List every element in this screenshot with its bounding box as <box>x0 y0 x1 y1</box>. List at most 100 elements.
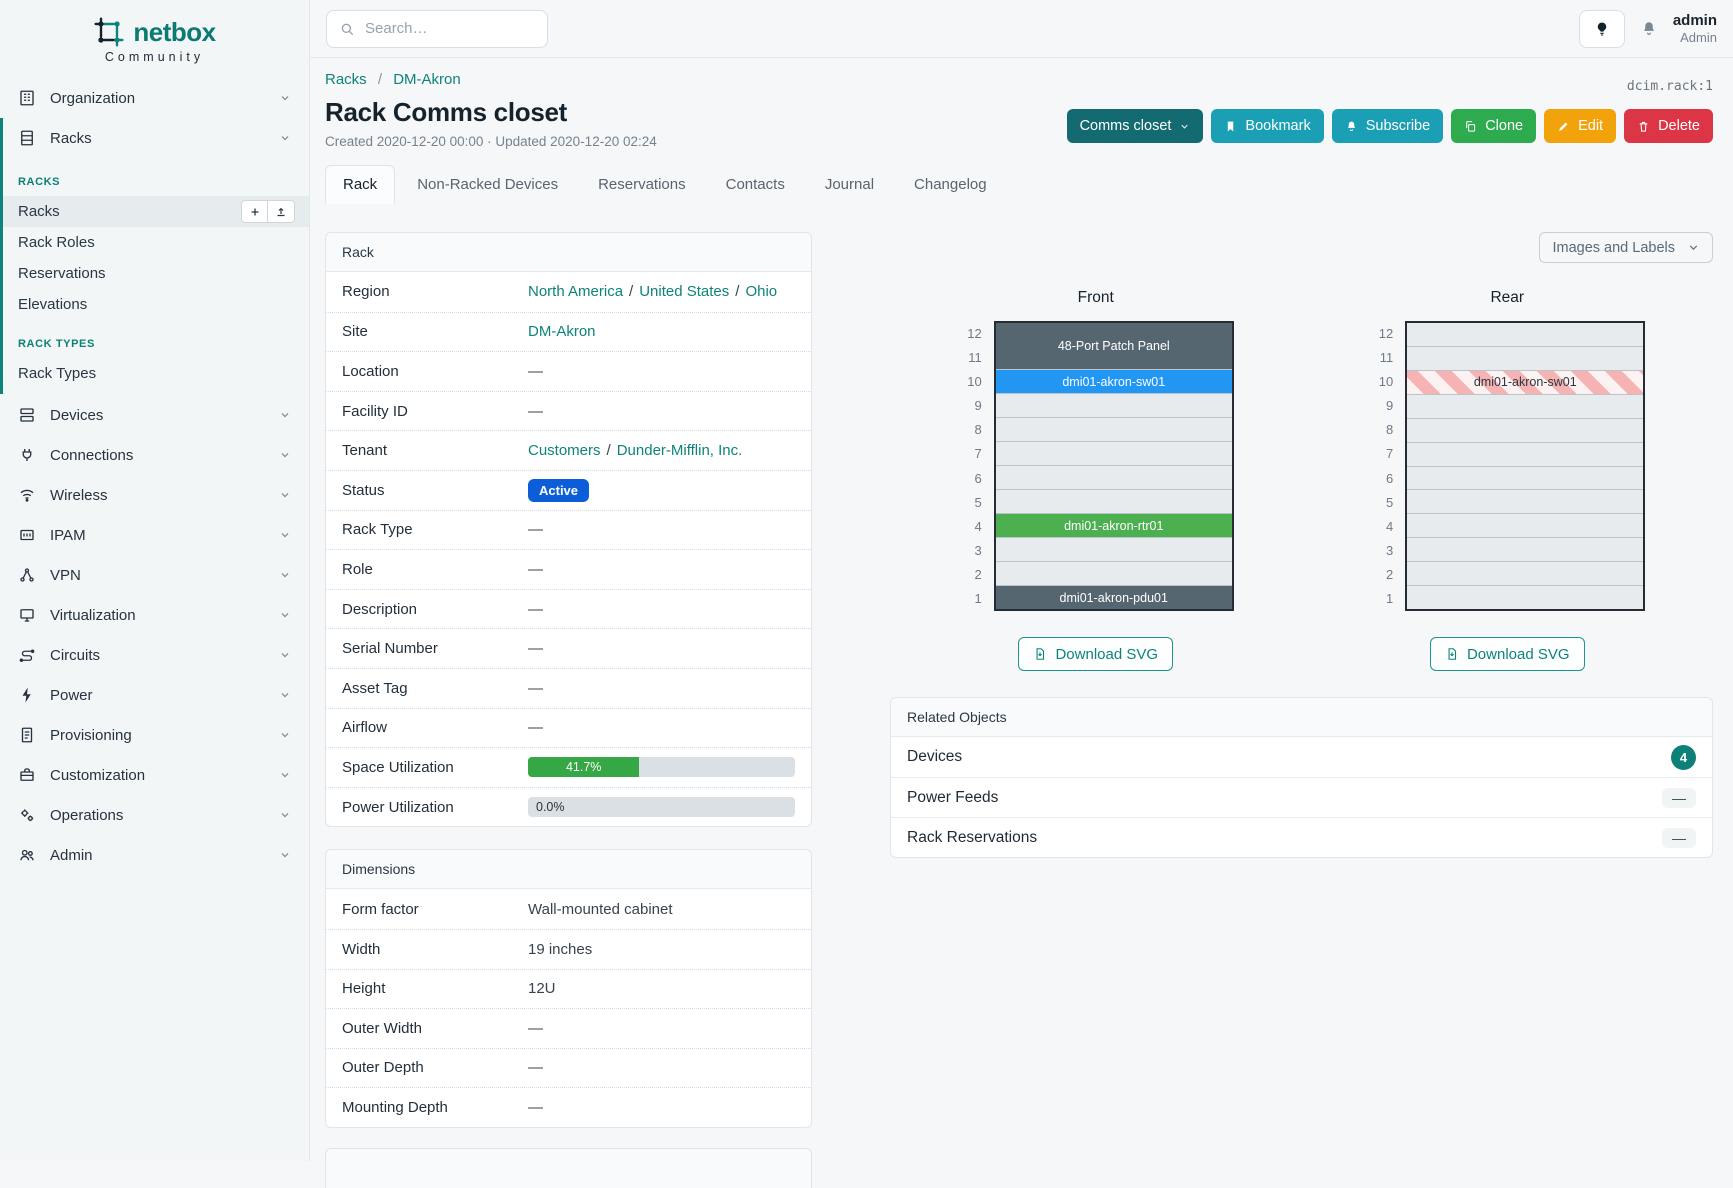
row-label: Asset Tag <box>342 679 408 697</box>
search-box[interactable] <box>326 9 548 48</box>
row-site: Site DM-Akron <box>326 311 811 352</box>
download-svg-rear-button[interactable]: Download SVG <box>1429 637 1585 671</box>
region-link[interactable]: Ohio <box>745 283 778 301</box>
sidebar-item-rack-types[interactable]: Rack Types <box>0 358 309 389</box>
related-row-rack-reservations[interactable]: Rack Reservations — <box>891 817 1712 857</box>
rack-slot[interactable]: dmi01-akron-rtr01 <box>995 513 1232 537</box>
rack-slot[interactable]: dmi01-akron-sw01 <box>1407 369 1644 394</box>
row-label: Region <box>342 283 390 301</box>
file-download-icon <box>1033 647 1047 661</box>
dimensions-card-title: Dimensions <box>326 850 811 890</box>
unit-number: 5 <box>974 494 982 510</box>
rear-unit-numbers: 12 11 10 9 8 7 6 5 4 3 2 1 <box>1369 321 1393 611</box>
rack-slot[interactable]: 48-Port Patch Panel <box>995 323 1232 369</box>
sidebar-group-label: Wireless <box>50 486 108 504</box>
context-dropdown-button[interactable]: Comms closet <box>1066 109 1204 143</box>
tab-journal[interactable]: Journal <box>824 176 875 193</box>
sidebar-group-admin[interactable]: Admin <box>0 835 309 875</box>
rack-slot[interactable] <box>1407 345 1644 370</box>
sidebar-group-customization[interactable]: Customization <box>0 755 309 795</box>
sidebar-group-devices[interactable]: Devices <box>0 395 309 435</box>
sidebar-group-racks[interactable]: Racks <box>0 118 309 158</box>
pencil-icon <box>1557 120 1570 133</box>
sidebar-group-connections[interactable]: Connections <box>0 435 309 475</box>
sidebar-group-virtualization[interactable]: Virtualization <box>0 595 309 635</box>
rack-slot[interactable] <box>1407 393 1644 418</box>
import-racks-button[interactable] <box>268 200 295 223</box>
row-label: Airflow <box>342 719 388 737</box>
region-link[interactable]: North America <box>528 283 624 301</box>
sidebar-group-power[interactable]: Power <box>0 675 309 715</box>
rack-slot[interactable] <box>1407 441 1644 466</box>
download-label: Download SVG <box>1055 645 1159 663</box>
row-value: — <box>528 402 543 420</box>
slot-label: dmi01-akron-sw01 <box>1473 375 1577 390</box>
region-link[interactable]: United States <box>639 283 730 301</box>
rack-slot[interactable] <box>995 465 1232 489</box>
rack-slot[interactable] <box>1407 561 1644 586</box>
row-value: — <box>528 600 543 618</box>
row-airflow: Airflow — <box>326 707 811 748</box>
rack-slot[interactable] <box>995 441 1232 465</box>
rack-slot[interactable] <box>995 417 1232 441</box>
tenant-link[interactable]: Dunder-Mifflin, Inc. <box>616 442 743 460</box>
tab-rack[interactable]: Rack <box>325 165 396 204</box>
breadcrumb-site-link[interactable]: DM-Akron <box>393 71 461 88</box>
sidebar-item-elevations[interactable]: Elevations <box>0 289 309 320</box>
rack-slot[interactable] <box>995 561 1232 585</box>
delete-button[interactable]: Delete <box>1624 109 1713 143</box>
add-rack-button[interactable] <box>241 200 268 223</box>
chevron-down-icon <box>279 449 291 461</box>
unit-number: 6 <box>974 470 982 486</box>
breadcrumb-racks-link[interactable]: Racks <box>325 71 367 88</box>
netbox-logo[interactable]: netbox Community <box>0 0 309 78</box>
tenant-group-link[interactable]: Customers <box>528 442 601 460</box>
tab-contacts[interactable]: Contacts <box>725 176 785 193</box>
sidebar-group-wireless[interactable]: Wireless <box>0 475 309 515</box>
tab-reservations[interactable]: Reservations <box>598 176 686 193</box>
theme-toggle-button[interactable] <box>1578 9 1625 48</box>
bookmark-button[interactable]: Bookmark <box>1211 109 1324 143</box>
sidebar-item-racks[interactable]: Racks <box>0 196 309 227</box>
rack-slot[interactable] <box>995 489 1232 513</box>
sidebar-group-ipam[interactable]: IPAM <box>0 515 309 555</box>
rack-slot[interactable]: dmi01-akron-sw01 <box>995 369 1232 393</box>
tab-changelog[interactable]: Changelog <box>914 176 987 193</box>
tab-non-racked-devices[interactable]: Non-Racked Devices <box>417 176 559 193</box>
sidebar-item-rack-roles[interactable]: Rack Roles <box>0 227 309 258</box>
brand-tagline: Community <box>104 50 205 64</box>
sidebar-group-provisioning[interactable]: Provisioning <box>0 715 309 755</box>
rack-slot[interactable] <box>995 393 1232 417</box>
rack-slot[interactable] <box>1407 537 1644 562</box>
unit-number: 2 <box>974 567 982 583</box>
rack-slot[interactable] <box>1407 489 1644 514</box>
rack-slot[interactable]: dmi01-akron-pdu01 <box>995 585 1232 609</box>
sidebar-item-reservations[interactable]: Reservations <box>0 258 309 289</box>
clone-button[interactable]: Clone <box>1451 109 1537 143</box>
sidebar-group-operations[interactable]: Operations <box>0 795 309 835</box>
gears-icon <box>18 806 36 824</box>
download-label: Download SVG <box>1466 645 1570 663</box>
sidebar-item-label: Elevations <box>18 296 88 313</box>
rack-slot[interactable] <box>1407 465 1644 490</box>
sidebar-group-label: Provisioning <box>50 726 132 744</box>
sidebar-group-circuits[interactable]: Circuits <box>0 635 309 675</box>
rack-slot[interactable] <box>995 537 1232 561</box>
rack-slot[interactable] <box>1407 513 1644 538</box>
subscribe-button[interactable]: Subscribe <box>1331 109 1444 143</box>
elevation-view-select[interactable]: Images and Labels <box>1539 232 1713 263</box>
download-svg-front-button[interactable]: Download SVG <box>1018 637 1174 671</box>
related-row-devices[interactable]: Devices 4 <box>891 737 1712 777</box>
user-menu[interactable]: admin Admin <box>1673 12 1717 46</box>
site-link[interactable]: DM-Akron <box>528 323 596 341</box>
rear-title: Rear <box>1490 289 1525 306</box>
notifications-bell-icon[interactable] <box>1640 20 1658 38</box>
rack-slot[interactable] <box>1407 585 1644 610</box>
related-row-power-feeds[interactable]: Power Feeds — <box>891 777 1712 817</box>
search-input[interactable] <box>365 20 535 37</box>
edit-button[interactable]: Edit <box>1544 109 1617 143</box>
rack-slot[interactable] <box>1407 417 1644 442</box>
sidebar-group-vpn[interactable]: VPN <box>0 555 309 595</box>
sidebar-group-organization[interactable]: Organization <box>0 78 309 118</box>
rack-slot[interactable] <box>1407 323 1644 346</box>
